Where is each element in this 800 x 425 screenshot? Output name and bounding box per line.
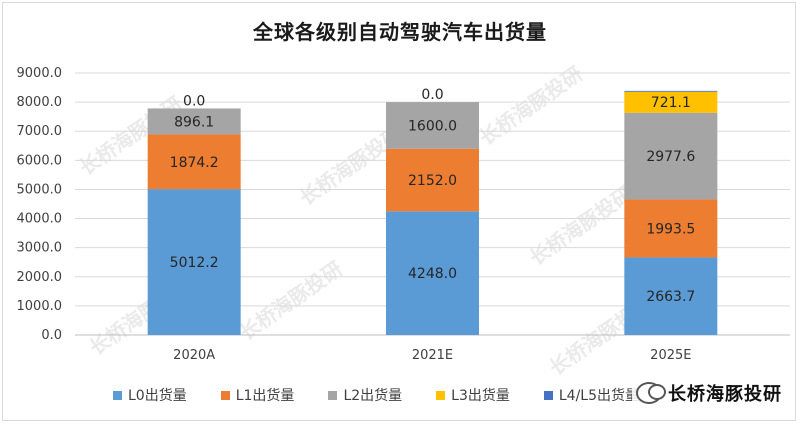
bar-segment <box>386 211 479 335</box>
y-tick-label: 8000.0 <box>17 95 63 110</box>
bar-segment <box>624 112 718 200</box>
data-label: 0.0 <box>183 93 205 109</box>
brand-name: 长桥海豚投研 <box>668 384 782 405</box>
y-tick-label: 7000.0 <box>17 124 63 139</box>
legend-swatch <box>543 390 553 400</box>
bar-segment <box>147 134 241 190</box>
legend-item: L0出货量 <box>113 385 187 405</box>
bar-segment <box>624 90 718 92</box>
data-label: 1600.0 <box>408 118 457 134</box>
legend-swatch <box>113 390 122 400</box>
data-label: 1993.5 <box>646 221 695 237</box>
y-tick-label: 9000.0 <box>17 66 63 81</box>
y-tick-label: 2000.0 <box>17 270 63 285</box>
legend-label: L0出货量 <box>128 388 187 404</box>
legend-item: L3出货量 <box>436 385 510 405</box>
bar-segment <box>147 189 241 335</box>
data-label: 4248.0 <box>408 266 457 282</box>
wechat-icon <box>636 382 666 404</box>
legend-label: L4/L5出货量 <box>558 388 640 404</box>
data-label: 5012.2 <box>170 255 219 271</box>
legend-item: L4/L5出货量 <box>543 385 640 405</box>
legend-label: L2出货量 <box>343 388 403 404</box>
bar-segment <box>386 102 479 149</box>
legend: L0出货量 L1出货量 L2出货量 L3出货量 L4/L5出货量 <box>113 385 639 405</box>
x-tick-label: 2025E <box>650 348 691 363</box>
bar-segment <box>624 257 718 335</box>
data-label: 2663.7 <box>646 289 695 305</box>
y-tick-label: 6000.0 <box>17 153 63 168</box>
bar-segment <box>624 91 718 113</box>
data-label: 1874.2 <box>170 155 219 171</box>
y-tick-label: 5000.0 <box>17 182 63 197</box>
legend-item: L1出货量 <box>220 385 295 405</box>
legend-item: L2出货量 <box>328 385 402 405</box>
data-label: 896.1 <box>174 114 214 130</box>
legend-swatch <box>220 390 230 400</box>
data-label: 2152.0 <box>408 173 457 189</box>
legend-swatch <box>436 390 446 400</box>
bar-segment <box>386 148 479 212</box>
legend-swatch <box>328 390 338 400</box>
y-tick-label: 0.0 <box>41 328 62 343</box>
bar-segment <box>624 199 718 258</box>
y-tick-label: 1000.0 <box>17 299 63 314</box>
data-label: 0.0 <box>421 87 443 103</box>
bar-segment <box>147 108 241 135</box>
data-label: 2977.6 <box>646 149 695 165</box>
x-tick-label: 2021E <box>412 348 453 363</box>
legend-label: L3出货量 <box>451 388 510 404</box>
y-tick-label: 3000.0 <box>17 241 63 256</box>
legend-label: L1出货量 <box>235 388 295 404</box>
chart-title: 全球各级别自动驾驶汽车出货量 <box>253 20 547 44</box>
brand-badge: 长桥海豚投研 <box>632 378 786 408</box>
x-tick-label: 2020A <box>173 348 215 363</box>
data-label: 721.1 <box>651 95 691 111</box>
y-tick-label: 4000.0 <box>17 212 63 227</box>
